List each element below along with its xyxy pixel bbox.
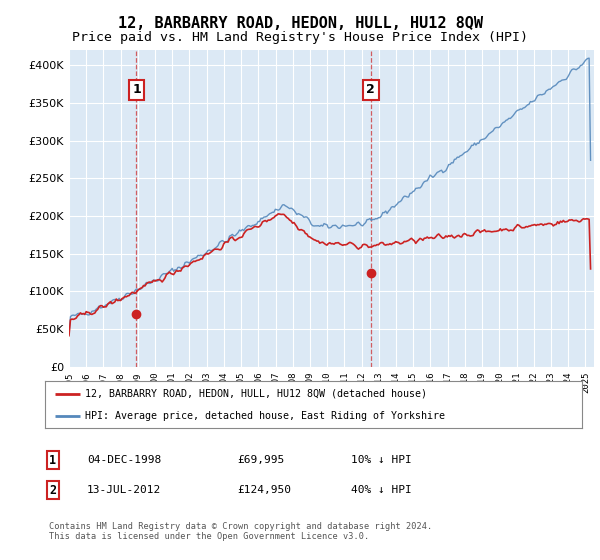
Text: 13-JUL-2012: 13-JUL-2012 bbox=[87, 485, 161, 495]
Text: 04-DEC-1998: 04-DEC-1998 bbox=[87, 455, 161, 465]
Text: Contains HM Land Registry data © Crown copyright and database right 2024.
This d: Contains HM Land Registry data © Crown c… bbox=[49, 522, 433, 542]
Text: Price paid vs. HM Land Registry's House Price Index (HPI): Price paid vs. HM Land Registry's House … bbox=[72, 31, 528, 44]
Text: 1: 1 bbox=[132, 83, 141, 96]
Text: £124,950: £124,950 bbox=[237, 485, 291, 495]
Text: HPI: Average price, detached house, East Riding of Yorkshire: HPI: Average price, detached house, East… bbox=[85, 410, 445, 421]
Text: 40% ↓ HPI: 40% ↓ HPI bbox=[351, 485, 412, 495]
Text: 12, BARBARRY ROAD, HEDON, HULL, HU12 8QW (detached house): 12, BARBARRY ROAD, HEDON, HULL, HU12 8QW… bbox=[85, 389, 427, 399]
Text: 10% ↓ HPI: 10% ↓ HPI bbox=[351, 455, 412, 465]
Text: 2: 2 bbox=[367, 83, 375, 96]
Text: £69,995: £69,995 bbox=[237, 455, 284, 465]
Text: 1: 1 bbox=[49, 454, 56, 467]
Text: 12, BARBARRY ROAD, HEDON, HULL, HU12 8QW: 12, BARBARRY ROAD, HEDON, HULL, HU12 8QW bbox=[118, 16, 482, 31]
Text: 2: 2 bbox=[49, 483, 56, 497]
